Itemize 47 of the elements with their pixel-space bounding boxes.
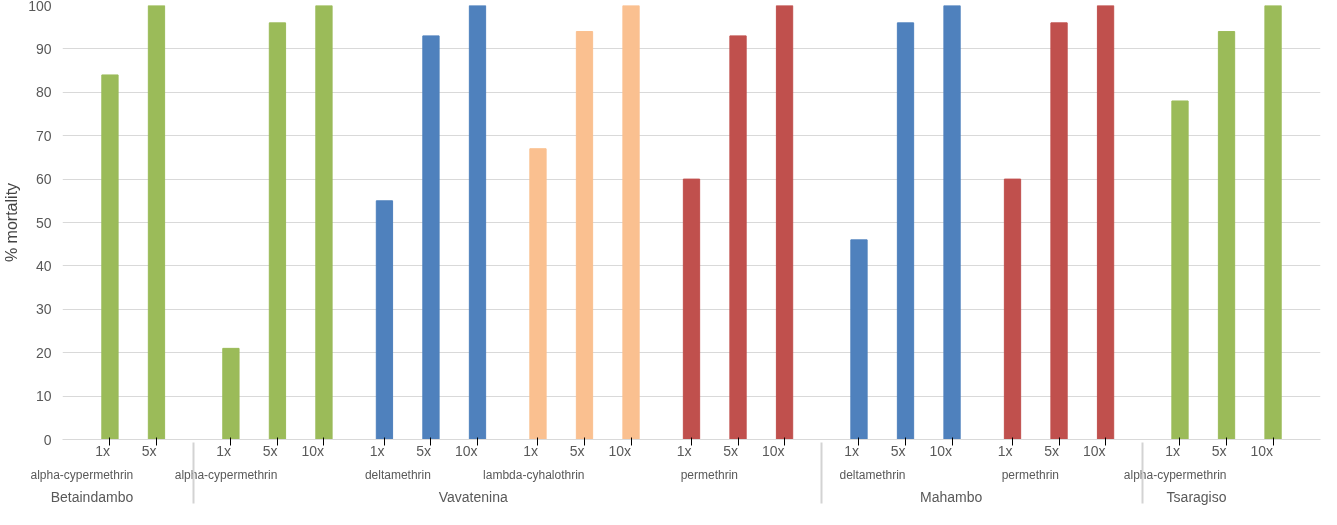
category-label: 5x <box>569 442 585 459</box>
category-label: 10x <box>1082 442 1106 459</box>
category-label: 1x <box>216 442 231 459</box>
category-label: 1x <box>997 442 1013 459</box>
category-label: 10x <box>454 442 478 459</box>
y-tick-label: 30 <box>35 301 52 318</box>
y-tick-label: 100 <box>28 0 52 14</box>
category-label: Vavatenina <box>438 488 508 505</box>
category-label: 5x <box>262 442 278 459</box>
category-label: Tsaragiso <box>1166 488 1227 505</box>
y-tick-label: 0 <box>43 431 52 448</box>
category-label: 5x <box>723 442 739 459</box>
category-label: lambda-cyhalothrin <box>483 467 585 482</box>
category-label: deltamethrin <box>364 467 431 482</box>
category-label: 5x <box>141 442 157 459</box>
category-label: permethrin <box>680 467 739 482</box>
category-label: permethrin <box>1001 467 1060 482</box>
y-tick-label: 40 <box>35 257 52 274</box>
y-axis-title: % mortality <box>3 182 21 263</box>
category-label: 5x <box>1044 442 1060 459</box>
category-label: 5x <box>1211 442 1227 459</box>
y-tick-label: 70 <box>35 127 52 144</box>
category-label: 5x <box>890 442 906 459</box>
category-label: 1x <box>1165 442 1181 459</box>
category-label: alpha-cypermethrin <box>1123 467 1227 482</box>
y-tick-label: 80 <box>35 84 52 101</box>
y-tick-label: 90 <box>35 40 52 57</box>
category-label: 1x <box>676 442 692 459</box>
category-label: Betaindambo <box>50 488 134 505</box>
y-tick-label: 50 <box>35 214 52 231</box>
category-label: deltamethrin <box>839 467 906 482</box>
category-label: 10x <box>1250 442 1274 459</box>
category-label: 10x <box>929 442 953 459</box>
y-tick-label: 20 <box>35 344 52 361</box>
category-label: 10x <box>608 442 632 459</box>
category-label: 1x <box>369 442 385 459</box>
category-label: alpha-cypermethrin <box>30 467 134 482</box>
category-label: Mahambo <box>920 488 983 505</box>
category-label: 1x <box>523 442 538 459</box>
y-tick-label: 60 <box>35 171 52 188</box>
y-tick-label: 10 <box>35 388 52 405</box>
category-label: 10x <box>761 442 785 459</box>
category-label: 10x <box>301 442 324 459</box>
category-label: 5x <box>416 442 431 459</box>
category-label: alpha-cypermethrin <box>174 467 278 482</box>
category-label: 1x <box>844 442 859 459</box>
category-label: 1x <box>95 442 110 459</box>
